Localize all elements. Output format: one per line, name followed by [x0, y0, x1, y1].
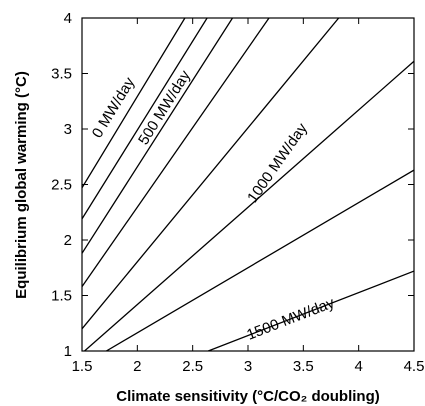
series-line-5 — [82, 18, 340, 330]
x-axis-title: Climate sensitivity (°C/CO₂ doubling) — [116, 388, 380, 405]
y-tick-label: 2 — [64, 232, 72, 249]
x-tick-label: 1.5 — [72, 358, 93, 375]
series-line-1 — [82, 18, 186, 189]
y-tick-label: 2.5 — [51, 177, 72, 194]
plot-frame — [81, 17, 415, 352]
x-tick-label: 2.5 — [182, 358, 203, 375]
x-tick-label: 4 — [354, 358, 362, 375]
annotation-label: 500 MW/day — [135, 67, 194, 148]
series-line-3 — [82, 18, 234, 254]
y-tick-label: 4 — [64, 10, 72, 27]
x-tick-label: 3 — [244, 358, 252, 375]
y-tick-label: 3 — [64, 121, 72, 138]
series-line-4 — [82, 18, 270, 287]
y-tick-label: 3.5 — [51, 66, 72, 83]
x-tick-label: 4.5 — [404, 358, 425, 375]
series-lines — [82, 18, 414, 351]
y-axis-title: Equilibrium global warming (°C) — [13, 71, 30, 299]
annotation-label: 1500 MW/day — [244, 294, 337, 343]
y-tick-label: 1 — [64, 343, 72, 360]
series-line-2 — [82, 18, 208, 220]
annotation-label: 1000 MW/day — [244, 120, 311, 206]
series-line-6 — [83, 60, 414, 351]
y-tick-label: 1.5 — [51, 288, 72, 305]
series-line-8 — [207, 270, 414, 351]
x-tick-label: 2 — [133, 358, 141, 375]
x-tick-label: 3.5 — [293, 358, 314, 375]
series-line-7 — [105, 169, 414, 351]
axis-ticks: 1.5 2 2.5 3 3.5 4 4.511.522.533.54 — [51, 10, 424, 375]
